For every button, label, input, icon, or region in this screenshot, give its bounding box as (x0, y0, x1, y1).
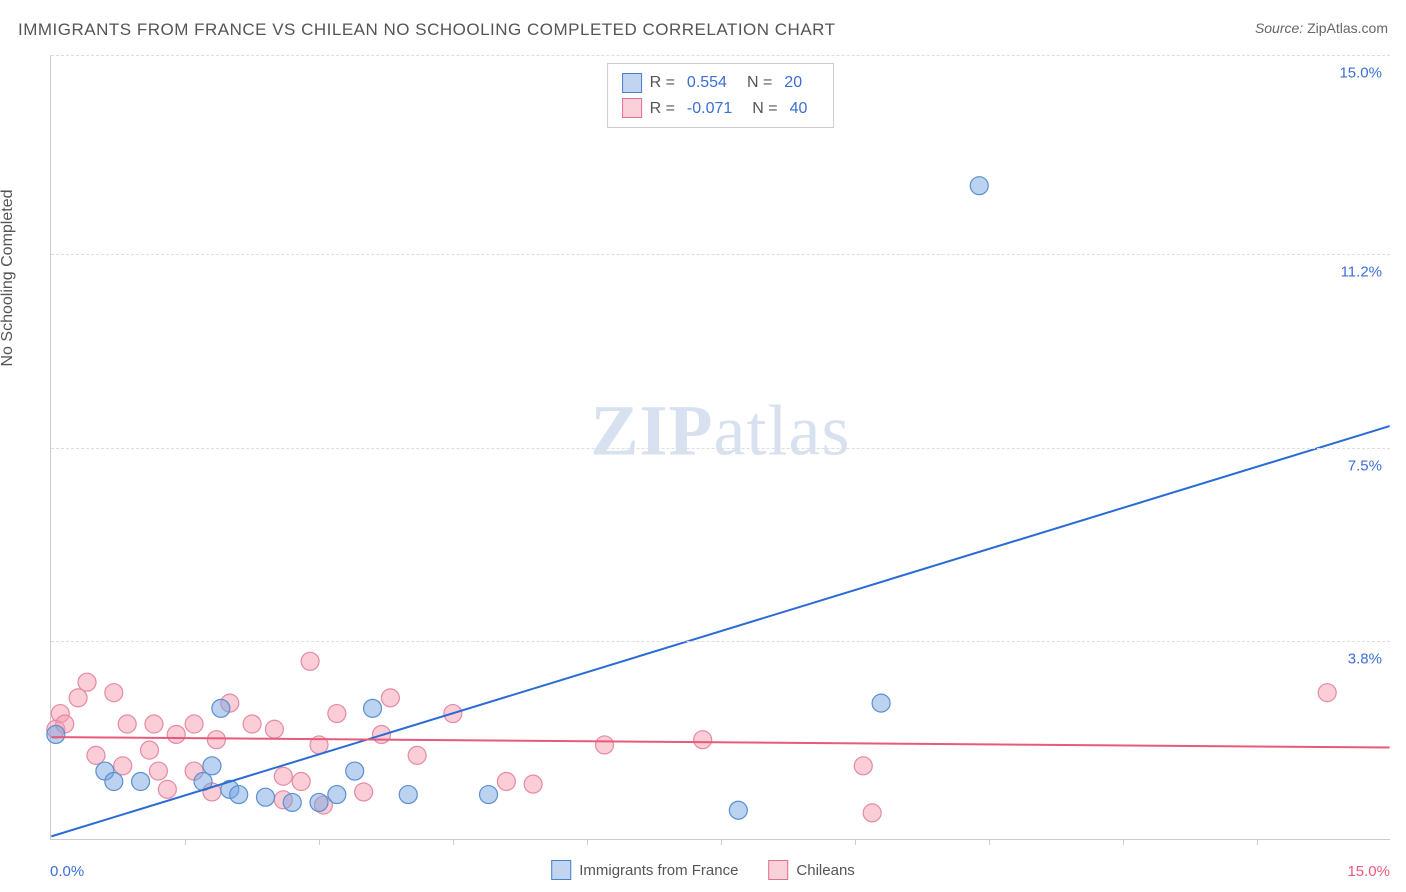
data-point (87, 746, 105, 764)
data-point (480, 786, 498, 804)
data-point (292, 773, 310, 791)
gridline (51, 641, 1390, 642)
data-point (863, 804, 881, 822)
x-max-label: 15.0% (1347, 863, 1390, 880)
trend-line (51, 426, 1389, 836)
data-point (355, 783, 373, 801)
x-tick (185, 839, 186, 845)
data-point (256, 788, 274, 806)
data-point (872, 694, 890, 712)
data-point (212, 699, 230, 717)
y-tick-label: 3.8% (1348, 651, 1382, 668)
data-point (158, 780, 176, 798)
legend-label-1: Immigrants from France (579, 862, 738, 879)
y-tick-label: 7.5% (1348, 457, 1382, 474)
data-point (141, 741, 159, 759)
data-point (274, 767, 292, 785)
data-point (524, 775, 542, 793)
legend-item-series2: Chileans (768, 860, 854, 880)
legend-label-2: Chileans (796, 862, 854, 879)
data-point (408, 746, 426, 764)
x-tick (319, 839, 320, 845)
x-tick (721, 839, 722, 845)
legend-item-series1: Immigrants from France (551, 860, 738, 880)
data-point (145, 715, 163, 733)
swatch-pink-icon (768, 860, 788, 880)
source-attribution: Source: ZipAtlas.com (1255, 20, 1388, 36)
data-point (328, 705, 346, 723)
chart-title: IMMIGRANTS FROM FRANCE VS CHILEAN NO SCH… (18, 20, 836, 40)
data-point (207, 731, 225, 749)
y-tick-label: 15.0% (1339, 65, 1382, 82)
data-point (399, 786, 417, 804)
trend-line (51, 737, 1389, 747)
x-tick (587, 839, 588, 845)
x-tick (989, 839, 990, 845)
swatch-blue-icon (551, 860, 571, 880)
data-point (970, 177, 988, 195)
gridline (51, 448, 1390, 449)
gridline (51, 55, 1390, 56)
data-point (729, 801, 747, 819)
data-point (132, 773, 150, 791)
data-point (283, 793, 301, 811)
x-tick (855, 839, 856, 845)
data-point (185, 715, 203, 733)
data-point (243, 715, 261, 733)
data-point (78, 673, 96, 691)
data-point (328, 786, 346, 804)
plot-area: ZIPatlas R = 0.554 N = 20 R = -0.071 N =… (50, 55, 1390, 840)
data-point (381, 689, 399, 707)
data-point (105, 773, 123, 791)
data-point (346, 762, 364, 780)
x-tick (1257, 839, 1258, 845)
gridline (51, 254, 1390, 255)
x-min-label: 0.0% (50, 863, 84, 880)
data-point (1318, 684, 1336, 702)
data-point (694, 731, 712, 749)
data-point (149, 762, 167, 780)
data-point (114, 757, 132, 775)
data-point (596, 736, 614, 754)
data-point (364, 699, 382, 717)
source-label: Source: (1255, 20, 1303, 36)
data-point (497, 773, 515, 791)
data-point (69, 689, 87, 707)
y-axis-label: No Schooling Completed (0, 190, 17, 367)
data-point (47, 725, 65, 743)
data-point (105, 684, 123, 702)
bottom-legend: Immigrants from France Chileans (551, 860, 855, 880)
data-point (118, 715, 136, 733)
source-value: ZipAtlas.com (1307, 20, 1388, 36)
data-point (230, 786, 248, 804)
y-tick-label: 11.2% (1341, 263, 1382, 280)
data-point (310, 793, 328, 811)
data-point (854, 757, 872, 775)
data-point (265, 720, 283, 738)
x-tick (453, 839, 454, 845)
x-tick (1123, 839, 1124, 845)
data-point (301, 652, 319, 670)
data-point (203, 757, 221, 775)
data-point (167, 725, 185, 743)
